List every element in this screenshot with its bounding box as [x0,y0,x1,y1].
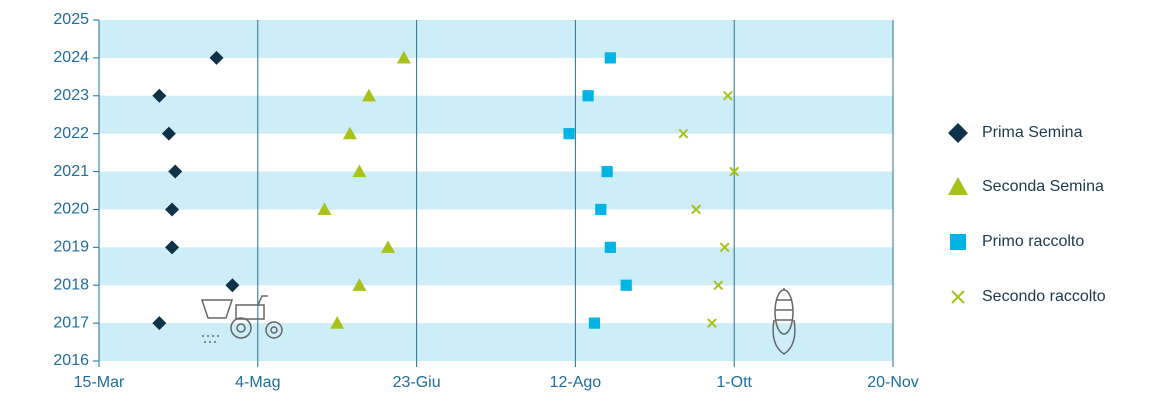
y-tick-label: 2023 [53,87,89,104]
x-tick-label: 20-Nov [867,374,919,391]
triangle-marker [352,278,367,291]
y-tick-label: 2019 [53,239,89,256]
square-marker [595,203,607,216]
triangle-marker [352,164,367,178]
diamond-marker [165,202,180,217]
x-marker [678,128,689,139]
corn-icon [772,288,796,355]
x-marker [729,166,740,177]
x-tick-label: 1-Ott [716,374,752,391]
x-marker [713,280,724,291]
y-tick-label: 2021 [53,163,89,180]
bands [99,20,893,361]
y-tick-label: 2020 [53,201,89,218]
triangle-marker [948,177,968,195]
diamond-marker [209,50,224,65]
diamond-marker [152,88,167,103]
triangle-marker [396,50,411,64]
square-marker [588,317,601,329]
y-tick-label: 2024 [53,49,89,66]
y-tick-label: 2025 [53,11,89,28]
triangle-marker [381,240,396,253]
x-tick-label: 12-Ago [550,374,602,391]
diamond-marker [161,126,176,141]
band [99,323,893,361]
square-marker [601,165,613,178]
y-tick-label: 2018 [53,276,89,293]
square-marker [604,241,616,253]
x-tick-label: 4-Mag [235,374,280,391]
grid: 2016 2017 2018 2019 2020 2021 2022 2023 2024 2025… [53,11,918,391]
triangle-marker [317,202,332,216]
y-tick-label: 2022 [53,125,89,142]
square-marker [582,90,594,102]
legend-label: Secondo raccolto [982,288,1106,305]
diamond-marker [152,316,167,331]
tractor-icon [200,295,283,343]
triangle-marker [361,88,376,102]
x-marker [719,242,730,253]
diamond-marker [948,123,968,143]
square-marker [620,279,632,291]
y-tick-label: 2017 [53,314,89,331]
band [99,171,893,210]
x-marker [951,290,965,304]
x-marker [722,90,733,101]
square-marker [604,52,616,64]
x-marker [707,318,717,329]
x-marker [691,204,701,215]
x-tick-label: 23-Giu [393,374,441,391]
legend-label: Primo raccolto [982,233,1084,250]
diamond-marker [165,240,180,255]
marks [152,50,740,331]
square-marker [563,128,575,140]
band [99,247,893,286]
square-marker [950,234,966,250]
x-tick-label: 15-Mar [74,374,125,391]
triangle-marker [342,126,357,140]
band [99,95,893,134]
diamond-marker [168,164,183,179]
legend-label: Prima Semina [982,124,1083,141]
legend: Prima Semina Seconda Semina Primo raccolto… [948,123,1106,305]
triangle-marker [330,316,345,329]
y-tick-label: 2016 [53,352,89,369]
legend-label: Seconda Semina [982,178,1104,195]
diamond-marker [225,278,240,293]
band [99,20,893,58]
